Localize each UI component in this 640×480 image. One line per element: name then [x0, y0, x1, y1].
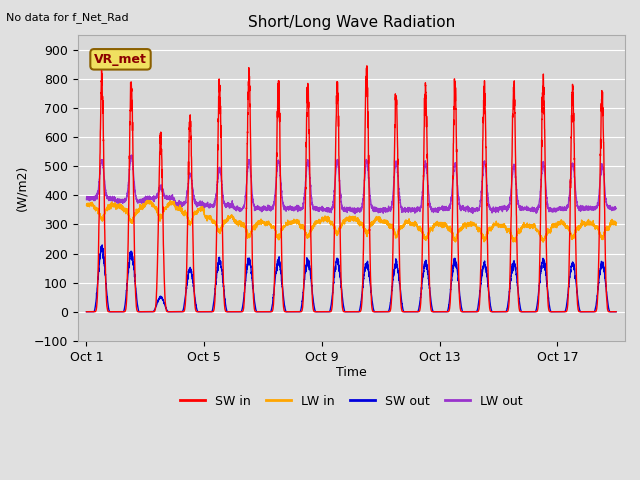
Text: No data for f_Net_Rad: No data for f_Net_Rad [6, 12, 129, 23]
Text: VR_met: VR_met [94, 53, 147, 66]
Legend: SW in, LW in, SW out, LW out: SW in, LW in, SW out, LW out [175, 390, 527, 413]
Title: Short/Long Wave Radiation: Short/Long Wave Radiation [248, 15, 455, 30]
Y-axis label: (W/m2): (W/m2) [15, 165, 28, 211]
X-axis label: Time: Time [336, 366, 367, 379]
